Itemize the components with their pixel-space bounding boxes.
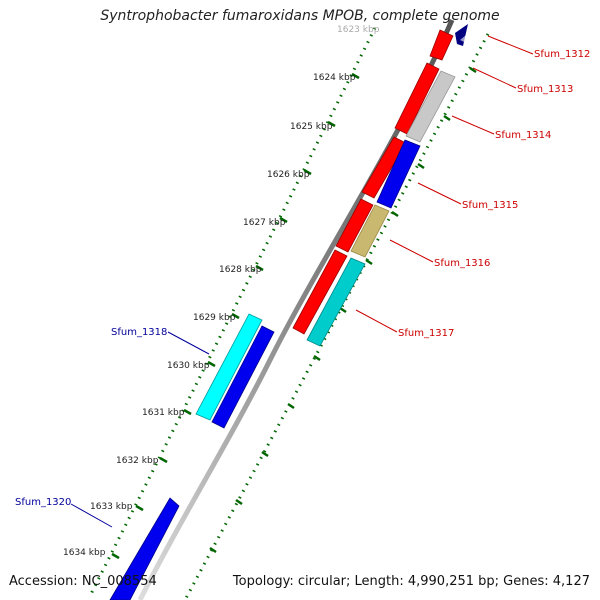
tick-label-1631: 1631 kbp	[142, 408, 185, 418]
gene-leader-lines	[355, 35, 534, 333]
gene-sfum-1314-bar[interactable]	[405, 70, 456, 143]
gene-red-arrow-3[interactable]	[361, 136, 407, 199]
tick-label-1624: 1624 kbp	[313, 73, 356, 83]
tick-label-1628: 1628 kbp	[219, 265, 262, 275]
tick-label-1623: 1623 kbp	[337, 25, 380, 35]
gene-blue-arrow-1319[interactable]	[211, 325, 275, 429]
gene-leader-lines-blue	[70, 331, 210, 528]
gene-sfum-1320-arrow[interactable]	[109, 497, 180, 600]
tick-label-1633: 1633 kbp	[90, 502, 133, 512]
gene-label-sfum-1317[interactable]: Sfum_1317	[398, 328, 454, 339]
tick-label-1626: 1626 kbp	[267, 170, 310, 180]
gene-label-sfum-1314[interactable]: Sfum_1314	[495, 130, 551, 141]
gene-label-sfum-1312[interactable]: Sfum_1312	[534, 49, 590, 60]
gene-label-sfum-1316[interactable]: Sfum_1316	[434, 258, 490, 269]
gene-sfum-1316-bar[interactable]	[350, 204, 390, 258]
gene-label-sfum-1318[interactable]: Sfum_1318	[111, 327, 167, 338]
tick-label-1625: 1625 kbp	[290, 122, 333, 132]
outer-ticks	[209, 66, 477, 554]
genome-title: Syntrophobacter fumaroxidans MPOB, compl…	[100, 8, 500, 24]
gene-sfum-1317-bar[interactable]	[306, 257, 366, 347]
scale-dots-inner	[88, 27, 377, 597]
tick-label-1627: 1627 kbp	[243, 218, 286, 228]
accession-text: Accession: NC_008554	[9, 574, 157, 589]
tick-label-1629: 1629 kbp	[193, 313, 236, 323]
tick-label-1632: 1632 kbp	[116, 456, 159, 466]
gene-sfum-1315-bar[interactable]	[376, 139, 421, 209]
gene-sfum-1317-red-arrow[interactable]	[292, 249, 348, 335]
gene-label-sfum-1315[interactable]: Sfum_1315	[462, 200, 518, 211]
tick-label-1634: 1634 kbp	[63, 548, 106, 558]
gene-label-sfum-1320[interactable]: Sfum_1320	[15, 497, 71, 508]
gene-sfum-1312-arrow[interactable]	[429, 20, 476, 61]
tick-label-1630: 1630 kbp	[167, 361, 210, 371]
gene-red-arrow-4[interactable]	[335, 198, 374, 253]
topology-text: Topology: circular; Length: 4,990,251 bp…	[232, 574, 590, 589]
gene-sfum-1318-bar[interactable]	[195, 313, 263, 421]
gene-label-sfum-1313[interactable]: Sfum_1313	[517, 84, 573, 95]
scale-ticks	[111, 72, 360, 560]
